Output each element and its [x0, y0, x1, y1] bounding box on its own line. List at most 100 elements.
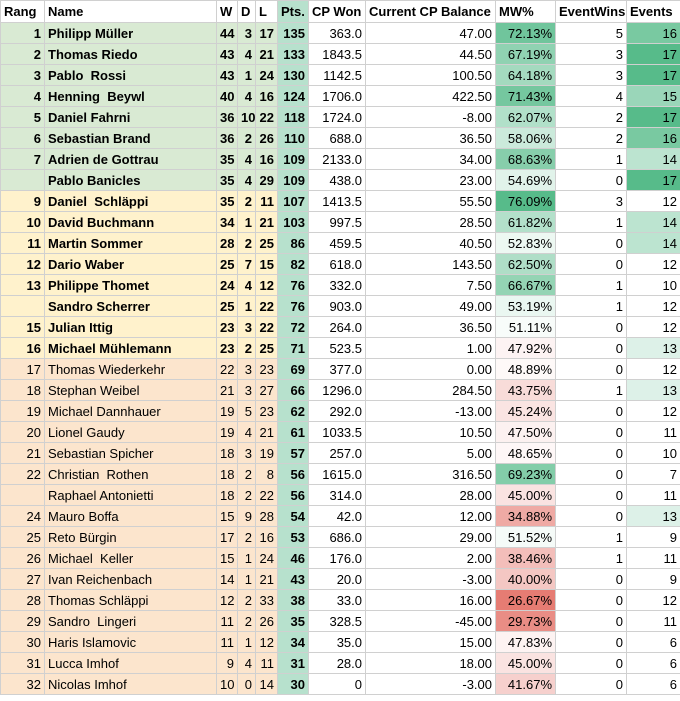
table-row: 15 Julian Ittig 23 3 22 72 264.0 36.50 51.11% 0 12: [0, 316, 680, 338]
cell: 459.5: [308, 232, 366, 254]
cell: 1: [237, 64, 256, 86]
cell: 12: [626, 400, 680, 422]
cell: 43: [216, 64, 238, 86]
cell: 6: [626, 631, 680, 653]
cell: 64.18%: [495, 64, 556, 86]
cell: 1: [555, 274, 627, 296]
cell: 0: [555, 631, 627, 653]
cell: 76: [277, 295, 309, 317]
cell: 16: [0, 337, 45, 359]
table-row: 27 Ivan Reichenbach 14 1 21 43 20.0 -3.00 40.00%…: [0, 568, 680, 590]
cell: 4: [237, 652, 256, 674]
cell: 2: [555, 127, 627, 149]
cell: 2: [237, 127, 256, 149]
cell: 22: [255, 106, 278, 128]
player-name: Julian Ittig: [44, 316, 217, 338]
table-row: Sandro Scherrer 25 1 22 76 903.0 49.00 53.19% 1 1…: [0, 295, 680, 317]
player-name: Stephan Weibel: [44, 379, 217, 401]
cell: 12: [216, 589, 238, 611]
player-name: Pablo Rossi: [44, 64, 217, 86]
cell: 1: [555, 379, 627, 401]
cell: 21: [255, 43, 278, 65]
table-row: 32 Nicolas Imhof 10 0 14 30 0 -3.00 41.67% 0 6: [0, 673, 680, 695]
cell: 12: [255, 274, 278, 296]
cell: 0: [555, 358, 627, 380]
cell: 17: [255, 22, 278, 44]
column-header: D: [237, 0, 256, 23]
cell: 0: [555, 442, 627, 464]
cell: 18: [216, 484, 238, 506]
cell: 997.5: [308, 211, 366, 233]
table-row: 29 Sandro Lingeri 11 2 26 35 328.5 -45.00 29.73%…: [0, 610, 680, 632]
cell: 46: [277, 547, 309, 569]
cell: 10: [626, 274, 680, 296]
cell: 21: [255, 568, 278, 590]
cell: 18: [216, 463, 238, 485]
cell: 523.5: [308, 337, 366, 359]
cell: 12: [626, 295, 680, 317]
cell: 1843.5: [308, 43, 366, 65]
cell: 47.83%: [495, 631, 556, 653]
cell: 56: [277, 484, 309, 506]
cell: 17: [216, 526, 238, 548]
cell: 28: [255, 505, 278, 527]
cell: 16: [626, 127, 680, 149]
player-name: Daniel Schläppi: [44, 190, 217, 212]
cell: 3: [237, 379, 256, 401]
cell: 1706.0: [308, 85, 366, 107]
cell: 2: [555, 106, 627, 128]
cell: 10: [237, 106, 256, 128]
player-name: Thomas Riedo: [44, 43, 217, 65]
cell: 71: [277, 337, 309, 359]
table-row: 11 Martin Sommer 28 2 25 86 459.5 40.50 52.83% 0 1…: [0, 232, 680, 254]
cell: 0: [555, 316, 627, 338]
cell: 1: [555, 526, 627, 548]
cell: 2.00: [365, 547, 496, 569]
cell: 29: [0, 610, 45, 632]
table-row: 16 Michael Mühlemann 23 2 25 71 523.5 1.00 47.92…: [0, 337, 680, 359]
cell: 24: [216, 274, 238, 296]
cell: 67.19%: [495, 43, 556, 65]
player-name: Lionel Gaudy: [44, 421, 217, 443]
player-name: Nicolas Imhof: [44, 673, 217, 695]
table-row: 3 Pablo Rossi 43 1 24 130 1142.5 100.50 64.18% 3 1…: [0, 64, 680, 86]
cell: 9: [626, 526, 680, 548]
cell: 12.00: [365, 505, 496, 527]
cell: 53: [277, 526, 309, 548]
cell: 10.50: [365, 421, 496, 443]
cell: 0: [555, 232, 627, 254]
cell: 16: [626, 22, 680, 44]
cell: 26.67%: [495, 589, 556, 611]
cell: 7.50: [365, 274, 496, 296]
cell: 9: [237, 505, 256, 527]
table-row: 24 Mauro Boffa 15 9 28 54 42.0 12.00 34.88% 0 13: [0, 505, 680, 527]
cell: 316.50: [365, 463, 496, 485]
cell: 26: [255, 610, 278, 632]
table-row: 21 Sebastian Spicher 18 3 19 57 257.0 5.00 48.65…: [0, 442, 680, 464]
cell: 35: [216, 169, 238, 191]
table-row: 22 Christian Rothen 18 2 8 56 1615.0 316.50 69.2…: [0, 463, 680, 485]
cell: 0: [555, 253, 627, 275]
cell: 0: [555, 589, 627, 611]
cell: 8: [255, 463, 278, 485]
cell: 11: [255, 652, 278, 674]
cell: 1.00: [365, 337, 496, 359]
column-header: EventWins: [555, 0, 627, 23]
player-name: Daniel Fahrni: [44, 106, 217, 128]
player-name: Philipp Müller: [44, 22, 217, 44]
table-row: 25 Reto Bürgin 17 2 16 53 686.0 29.00 51.52% 1 9: [0, 526, 680, 548]
cell: 19: [255, 442, 278, 464]
cell: 6: [626, 652, 680, 674]
cell: 45.00%: [495, 484, 556, 506]
cell: 30: [277, 673, 309, 695]
header-row: Rang Name W D L Pts. CP Won Current CP Balance M…: [0, 0, 680, 23]
cell: 27: [0, 568, 45, 590]
cell: 109: [277, 148, 309, 170]
cell: 4: [237, 169, 256, 191]
cell: 264.0: [308, 316, 366, 338]
cell: 55.50: [365, 190, 496, 212]
cell: 12: [626, 589, 680, 611]
cell: 15: [0, 316, 45, 338]
player-name: Michael Dannhauer: [44, 400, 217, 422]
cell: 61.82%: [495, 211, 556, 233]
